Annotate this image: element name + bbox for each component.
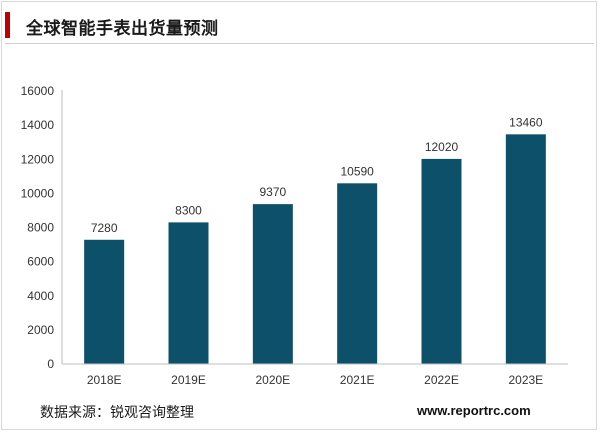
- y-tick-label: 8000: [27, 221, 54, 235]
- bar: [337, 183, 378, 364]
- bar-value-label: 13460: [509, 115, 543, 129]
- x-tick-label: 2023E: [508, 373, 543, 387]
- title-accent-bar: [5, 12, 10, 38]
- bar-value-label: 10590: [340, 164, 374, 178]
- bar: [421, 158, 462, 364]
- x-tick-label: 2022E: [424, 373, 459, 387]
- bar-value-label: 8300: [175, 203, 202, 217]
- bars: 7280 8300 9370 10590 12020 13460: [84, 115, 546, 364]
- x-tick-label: 2019E: [171, 373, 206, 387]
- x-tick-label: 2021E: [340, 373, 375, 387]
- y-tick-label: 14000: [21, 118, 55, 132]
- bar: [84, 239, 125, 364]
- y-tick-label: 12000: [21, 152, 55, 166]
- title-divider: [5, 43, 594, 44]
- bar: [252, 204, 293, 364]
- y-tick-label: 10000: [21, 186, 55, 200]
- y-tick-label: 2000: [27, 323, 54, 337]
- chart-title: 全球智能手表出货量预测: [26, 19, 219, 39]
- x-tick-label: 2020E: [255, 373, 290, 387]
- y-tick-label: 0: [47, 357, 54, 371]
- y-tick-label: 4000: [27, 289, 54, 303]
- x-axis: 2018E 2019E 2020E 2021E 2022E 2023E: [62, 363, 568, 387]
- bar-value-label: 12020: [425, 140, 459, 154]
- bar-value-label: 7280: [91, 221, 118, 235]
- y-tick-label: 6000: [27, 255, 54, 269]
- y-axis: 0 2000 4000 6000 8000 10000 12000 14000 16000: [21, 84, 63, 371]
- x-tick-label: 2018E: [87, 373, 122, 387]
- y-tick-label: 16000: [21, 84, 55, 98]
- bar: [505, 134, 546, 364]
- bar-value-label: 9370: [259, 185, 286, 199]
- website-link[interactable]: www.reportrc.com: [417, 403, 531, 418]
- data-source: 数据来源：锐观咨询整理: [40, 405, 194, 421]
- bar: [168, 222, 209, 364]
